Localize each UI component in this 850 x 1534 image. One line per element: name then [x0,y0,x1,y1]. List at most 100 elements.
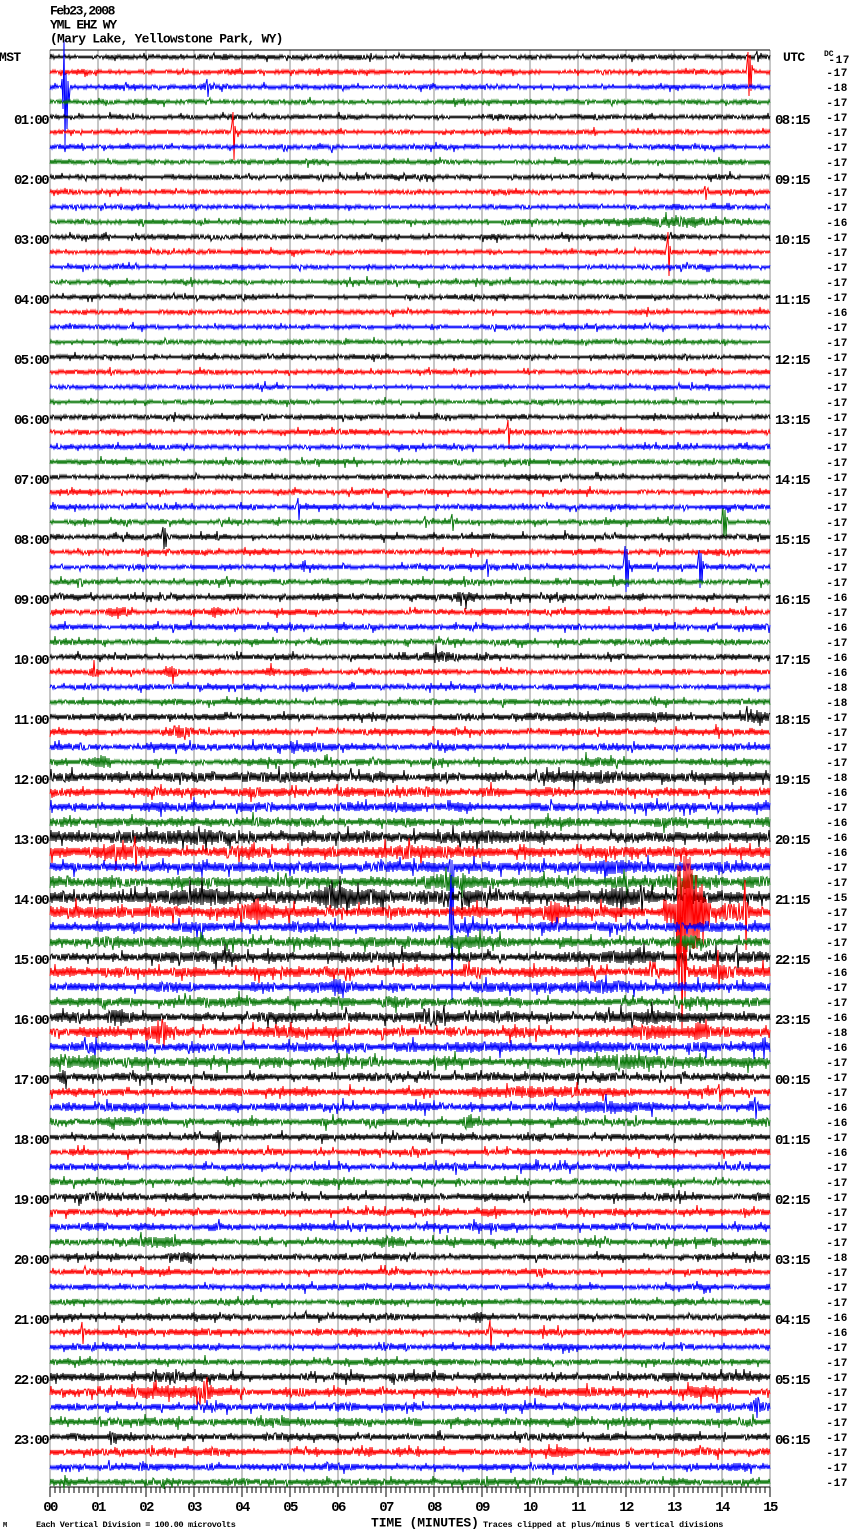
svg-text:-17: -17 [826,1208,848,1220]
svg-text:-17: -17 [826,1403,848,1415]
svg-text:-16: -16 [826,1148,848,1160]
svg-text:-17: -17 [826,518,848,530]
svg-text:-17: -17 [826,113,848,125]
svg-text:MST: MST [0,50,21,65]
svg-text:-17: -17 [826,908,848,920]
svg-text:-17: -17 [826,488,848,500]
svg-text:10: 10 [523,1500,538,1516]
svg-text:09: 09 [475,1500,490,1516]
svg-text:-17: -17 [826,68,848,80]
svg-text:-17: -17 [826,398,848,410]
svg-text:-17: -17 [826,1358,848,1370]
svg-text:15:00: 15:00 [14,953,49,969]
svg-text:-18: -18 [826,698,848,710]
svg-text:09:15: 09:15 [775,173,810,189]
svg-text:-17: -17 [826,1058,848,1070]
svg-text:10:15: 10:15 [775,233,810,249]
svg-text:-17: -17 [826,983,848,995]
svg-text:-17: -17 [826,758,848,770]
svg-text:-18: -18 [826,83,848,95]
svg-text:17:00: 17:00 [14,1073,49,1089]
svg-text:-17: -17 [826,1283,848,1295]
svg-text:-17: -17 [826,923,848,935]
svg-text:-17: -17 [826,713,848,725]
svg-text:06:15: 06:15 [775,1433,810,1449]
svg-text:-17: -17 [826,1163,848,1175]
svg-text:10:00: 10:00 [14,653,49,669]
svg-text:12: 12 [619,1500,634,1516]
svg-text:12:15: 12:15 [775,353,810,369]
svg-text:-17: -17 [826,1238,848,1250]
svg-text:-17: -17 [826,938,848,950]
svg-text:-17: -17 [826,143,848,155]
svg-text:-17: -17 [826,293,848,305]
svg-text:05:00: 05:00 [14,353,49,369]
svg-text:-16: -16 [826,788,848,800]
svg-text:-17: -17 [826,1073,848,1085]
svg-text:01: 01 [91,1500,106,1516]
svg-text:-16: -16 [826,653,848,665]
svg-text:-17: -17 [826,368,848,380]
svg-text:-17: -17 [826,998,848,1010]
svg-text:21:00: 21:00 [14,1313,49,1329]
svg-text:19:00: 19:00 [14,1193,49,1209]
svg-text:14:15: 14:15 [775,473,810,489]
svg-text:-17: -17 [826,383,848,395]
svg-text:-16: -16 [826,953,848,965]
svg-text:-17: -17 [826,1373,848,1385]
svg-text:17:15: 17:15 [775,653,810,669]
svg-text:-17: -17 [826,878,848,890]
svg-text:-17: -17 [826,413,848,425]
svg-text:-17: -17 [826,203,848,215]
svg-text:20:15: 20:15 [775,833,810,849]
svg-text:13:00: 13:00 [14,833,49,849]
svg-text:05: 05 [283,1500,298,1516]
svg-text:02:15: 02:15 [775,1193,810,1209]
svg-text:Traces clipped at plus/minus 5: Traces clipped at plus/minus 5 vertical … [483,1520,723,1530]
svg-text:-17: -17 [826,1178,848,1190]
svg-text:09:00: 09:00 [14,593,49,609]
svg-text:-17: -17 [826,863,848,875]
svg-text:-18: -18 [826,773,848,785]
svg-text:14:00: 14:00 [14,893,49,909]
svg-text:23:15: 23:15 [775,1013,810,1029]
svg-text:-17: -17 [826,563,848,575]
svg-text:-17: -17 [826,263,848,275]
svg-text:-17: -17 [826,128,848,140]
svg-text:-16: -16 [826,1328,848,1340]
svg-text:00: 00 [43,1500,58,1516]
svg-text:18:15: 18:15 [775,713,810,729]
svg-text:-17: -17 [826,1418,848,1430]
svg-text:15: 15 [763,1500,778,1516]
svg-text:-17: -17 [826,1463,848,1475]
svg-text:-16: -16 [826,818,848,830]
svg-text:-17: -17 [826,578,848,590]
svg-text:-17: -17 [826,443,848,455]
svg-text:-17: -17 [826,1388,848,1400]
svg-text:14: 14 [715,1500,730,1516]
svg-text:-16: -16 [826,1118,848,1130]
svg-text:-17: -17 [826,338,848,350]
svg-text:-16: -16 [826,308,848,320]
svg-text:-16: -16 [826,968,848,980]
svg-text:-17: -17 [826,803,848,815]
svg-text:11:15: 11:15 [775,293,810,309]
svg-text:-17: -17 [826,323,848,335]
svg-text:-15: -15 [826,893,848,905]
svg-text:03: 03 [187,1500,202,1516]
svg-text:22:00: 22:00 [14,1373,49,1389]
svg-text:-17: -17 [826,473,848,485]
svg-text:-16: -16 [826,668,848,680]
svg-text:-17: -17 [826,608,848,620]
svg-text:-16: -16 [826,1013,848,1025]
svg-text:-16: -16 [826,1313,848,1325]
svg-text:-17: -17 [826,248,848,260]
svg-text:04:00: 04:00 [14,293,49,309]
svg-text:11:00: 11:00 [14,713,49,729]
svg-text:UTC: UTC [783,50,805,65]
svg-text:02:00: 02:00 [14,173,49,189]
svg-text:08:15: 08:15 [775,113,810,129]
svg-text:07: 07 [379,1500,394,1516]
svg-text:20:00: 20:00 [14,1253,49,1269]
svg-text:04: 04 [235,1500,250,1516]
